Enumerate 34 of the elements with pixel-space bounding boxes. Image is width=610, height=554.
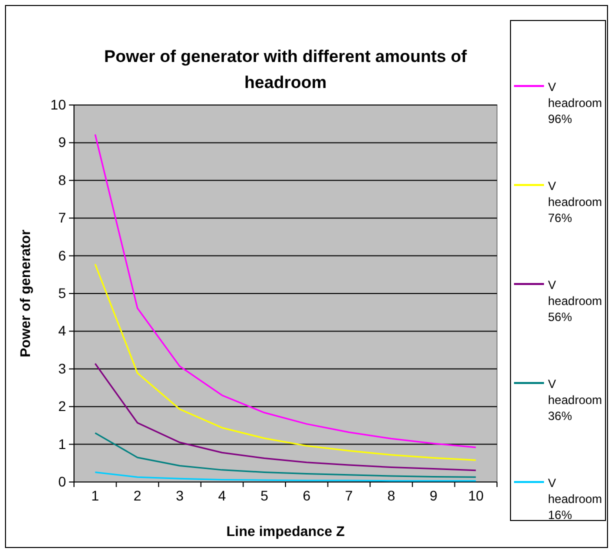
- y-tick-label: 7: [58, 210, 66, 226]
- x-tick-label: 5: [260, 487, 268, 504]
- legend-label: V headroom 96%: [548, 80, 602, 126]
- y-tick-label: 6: [58, 247, 66, 264]
- line-series: [94, 134, 477, 448]
- x-tick-label: 6: [302, 487, 311, 504]
- y-axis-title: Power of generator: [17, 229, 33, 358]
- x-tick-label: 10: [468, 487, 484, 504]
- x-tick-label: 8: [387, 487, 396, 504]
- legend-label: V headroom 56%: [548, 278, 602, 324]
- x-tick-label: 9: [430, 487, 438, 504]
- legend-label: V headroom 36%: [548, 377, 602, 423]
- legend-label: V headroom 16%: [548, 476, 602, 522]
- y-tick-label: 9: [58, 134, 66, 150]
- y-tick-label: 10: [50, 96, 66, 112]
- line-series: [94, 471, 477, 482]
- y-tick-label: 2: [58, 398, 66, 414]
- x-axis-title: Line impedance Z: [226, 523, 346, 539]
- x-tick-label: 7: [345, 487, 354, 504]
- x-tick-label: 4: [218, 487, 226, 504]
- y-tick-label: 8: [58, 172, 66, 188]
- line-series: [94, 432, 477, 478]
- y-tick-label: 4: [58, 322, 66, 339]
- y-tick-label: 5: [58, 284, 66, 301]
- line-series: [94, 263, 477, 461]
- legend-label: V headroom 76%: [548, 179, 602, 225]
- chart-title: Power of generator with different amounts of headroom: [104, 47, 468, 92]
- y-tick-label: 0: [58, 473, 66, 490]
- line-series: [94, 362, 477, 472]
- y-tick-label: 1: [58, 436, 66, 452]
- x-tick-label: 3: [176, 487, 184, 504]
- x-tick-label: 1: [91, 487, 100, 504]
- y-tick-label: 3: [58, 360, 66, 376]
- x-tick-label: 2: [134, 487, 142, 504]
